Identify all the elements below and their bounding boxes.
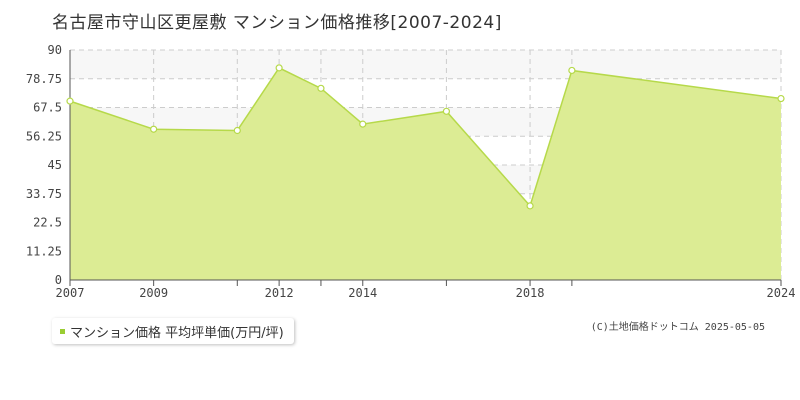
y-tick-labels: 0 11.25 22.5 33.75 45 56.25 67.5 78.75 90 (26, 43, 62, 287)
data-point (66, 97, 74, 105)
y-tick-label: 0 (55, 273, 62, 287)
x-tick-label: 2014 (348, 286, 377, 300)
chart-points (66, 64, 785, 210)
grid-band (70, 50, 781, 79)
chart-title: 名古屋市守山区更屋敷 マンション価格推移[2007-2024] (52, 13, 502, 33)
y-tick-label: 78.75 (26, 72, 62, 86)
x-tick-label: 2007 (56, 286, 85, 300)
data-point (777, 94, 785, 103)
data-point (233, 126, 241, 135)
series-area (70, 67, 781, 280)
legend: マンション価格 平均坪単価(万円/坪) (52, 318, 294, 344)
legend-swatch (60, 328, 65, 334)
y-tick-label: 33.75 (26, 187, 62, 201)
chart-area (69, 66, 782, 280)
copyright: (C)土地価格ドットコム 2025-05-05 (590, 322, 765, 333)
x-tick-label: 2018 (516, 286, 545, 300)
data-point (275, 64, 283, 72)
data-point (526, 202, 534, 210)
data-point (150, 125, 158, 133)
y-tick-label: 22.5 (33, 216, 62, 230)
legend-label: マンション価格 平均坪単価(万円/坪) (70, 325, 284, 341)
y-tick-label: 90 (48, 43, 62, 57)
y-tick-label: 56.25 (26, 129, 62, 143)
data-point (317, 84, 325, 92)
x-tick-label: 2012 (265, 286, 294, 300)
series-line (69, 66, 782, 208)
x-tick-labels: 2007 2009 2012 2014 2018 2024 (56, 286, 796, 300)
data-point (359, 120, 367, 128)
data-point (442, 107, 451, 115)
data-point (568, 66, 576, 75)
chart-axes (69, 50, 782, 286)
y-tick-label: 67.5 (33, 101, 62, 115)
y-tick-label: 11.25 (26, 244, 62, 258)
x-tick-label: 2009 (139, 286, 168, 300)
x-tick-label: 2024 (767, 286, 796, 300)
y-tick-label: 45 (48, 158, 62, 172)
